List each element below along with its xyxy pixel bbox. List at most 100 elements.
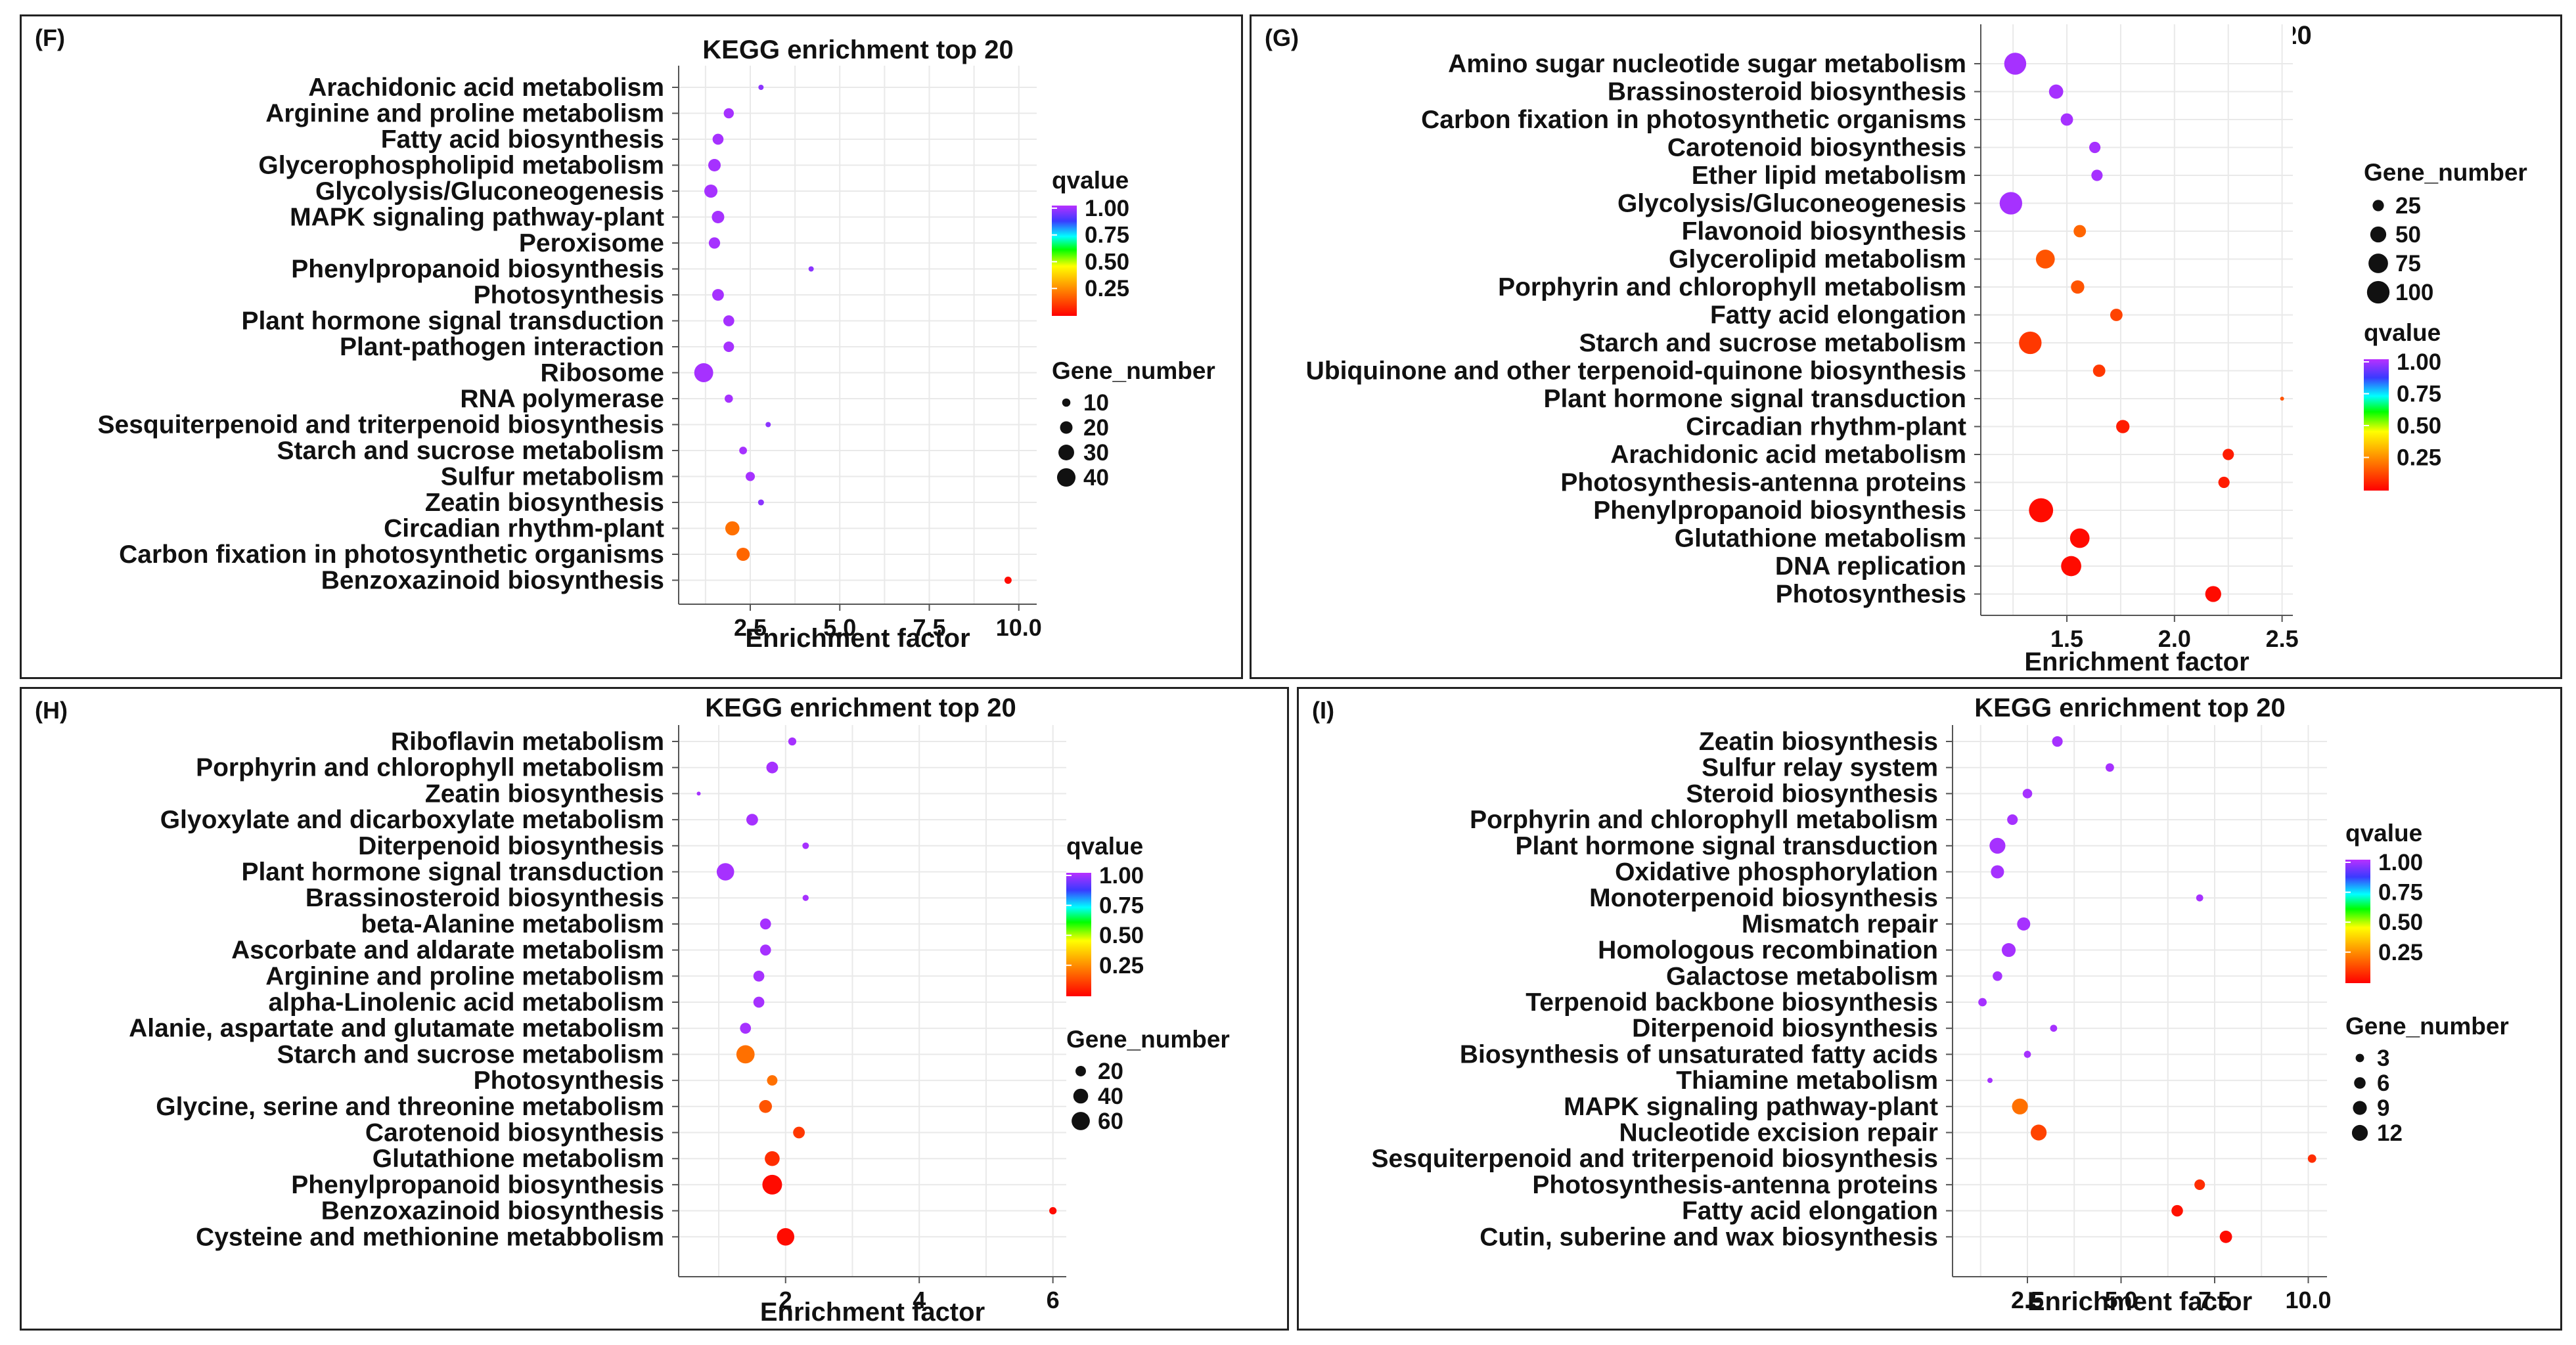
x-tick-label: 5.0 (2104, 1287, 2137, 1313)
x-axis-title: Enrichment factor (2024, 648, 2249, 676)
pathway-label: Glutathione metabolism (373, 1145, 664, 1173)
data-point (2116, 420, 2130, 433)
pathway-label: alpha-Linolenic acid metabolism (269, 988, 664, 1017)
chart-h: KEGG enrichment top 20 Riboflavin metabol… (129, 694, 1230, 1327)
data-point (759, 1100, 773, 1113)
x-tick-label: 2 (779, 1287, 792, 1313)
pathway-label: Zeatin biosynthesis (1699, 728, 1938, 756)
gene-number-legend-title: Gene_number (2364, 159, 2527, 186)
x-tick-label: 10.0 (2285, 1287, 2331, 1313)
qvalue-legend-title: qvalue (2364, 319, 2441, 346)
size-legend-dot (2355, 1053, 2364, 1063)
data-point (2017, 917, 2031, 931)
pathway-label: Biosynthesis of unsaturated fatty acids (1460, 1040, 1938, 1069)
data-point (2089, 141, 2101, 154)
data-point (2007, 814, 2018, 826)
pathway-label: Phenylpropanoid biosynthesis (291, 255, 664, 284)
qvalue-tick-label: 0.25 (1085, 276, 1129, 301)
pathway-label: Oxidative phosphorylation (1615, 858, 1938, 887)
pathway-label: Circadian rhythm-plant (384, 515, 664, 543)
pathway-label: Photosynthesis-antenna proteins (1532, 1171, 1938, 1199)
x-tick-label: 7.5 (913, 614, 945, 641)
size-legend-label: 3 (2377, 1046, 2389, 1071)
pathway-label: Arachidonic acid metabolism (308, 74, 664, 102)
data-point (2110, 309, 2123, 321)
size-legend-label: 6 (2377, 1070, 2389, 1096)
data-point (694, 363, 713, 382)
size-legend-label: 60 (1098, 1109, 1123, 1134)
data-point (2307, 1154, 2316, 1163)
qvalue-tick-label: 0.75 (1099, 893, 1144, 919)
plot-area (1981, 24, 2293, 615)
pathway-label: Starch and sucrose metabolism (277, 1040, 664, 1069)
pathway-label: Steroid biosynthesis (1686, 780, 1938, 808)
pathway-label: Photosynthesis (474, 1067, 664, 1095)
x-tick-label: 2.5 (734, 614, 767, 641)
data-point (777, 1228, 795, 1246)
data-point (2019, 331, 2042, 355)
qvalue-legend-title: qvalue (2345, 820, 2422, 847)
pathway-label: Zeatin biosynthesis (425, 489, 664, 517)
pathway-label: Photosynthesis (1776, 581, 1966, 609)
plot-area (1953, 725, 2327, 1277)
pathway-label: Fatty acid biosynthesis (381, 125, 664, 154)
data-point (1987, 1078, 1993, 1084)
pathway-label: Plant hormone signal transduction (241, 858, 664, 887)
data-point (745, 472, 756, 481)
pathway-label: Phenylpropanoid biosynthesis (1593, 496, 1966, 525)
qvalue-tick-label: 1.00 (2397, 349, 2441, 375)
pathway-label: RNA polymerase (460, 385, 664, 413)
pathway-label: Sulfur relay system (1702, 754, 1938, 782)
pathway-label: Glutathione metabolism (1675, 525, 1966, 553)
chart-title: KEGG enrichment top 20 (705, 694, 1016, 722)
data-point (2029, 498, 2054, 523)
size-legend-label: 100 (2395, 280, 2433, 305)
size-legend-label: 25 (2395, 193, 2421, 219)
pathway-label: MAPK signaling pathway-plant (1564, 1093, 1938, 1121)
pathway-label: Photosynthesis (474, 281, 664, 309)
data-point (696, 791, 701, 796)
data-point (746, 814, 758, 826)
pathway-label: Arachidonic acid metabolism (1610, 441, 1966, 469)
data-point (1049, 1207, 1057, 1215)
data-point (1004, 577, 1012, 584)
data-point (1989, 837, 2006, 854)
pathway-label: Plant hormone signal transduction (1543, 385, 1966, 413)
pathway-label: Carotenoid biosynthesis (365, 1119, 664, 1147)
data-point (802, 842, 809, 849)
pathway-label: MAPK signaling pathway-plant (290, 204, 664, 232)
pathway-label: Brassinosteroid biosynthesis (305, 884, 664, 912)
data-point (2071, 280, 2085, 294)
data-point (2012, 1098, 2028, 1114)
panel-f: (F) KEGG enrichment top 20 Arachidonic ac… (20, 14, 1243, 679)
data-point (2050, 1025, 2058, 1032)
size-legend-label: 30 (1083, 440, 1109, 466)
qvalue-tick-label: 1.00 (1085, 196, 1129, 221)
qvalue-tick-label: 0.50 (2397, 413, 2441, 439)
pathway-label: Porphyrin and chlorophyll metabolism (196, 754, 664, 782)
data-point (739, 447, 747, 454)
data-point (2196, 894, 2203, 902)
data-point (1999, 192, 2023, 215)
panel-i: (I) KEGG enrichment top 20 Zeatin biosynt… (1297, 687, 2562, 1331)
pathway-label: Zeatin biosynthesis (425, 780, 664, 808)
pathway-label: Terpenoid backbone biosynthesis (1525, 988, 1938, 1017)
qvalue-legend-title: qvalue (1052, 167, 1129, 194)
size-legend-label: 10 (1083, 390, 1109, 416)
size-legend-dot (1058, 445, 1074, 460)
gene-number-legend-title: Gene_number (1066, 1026, 1230, 1053)
x-tick-label: 1.5 (2050, 625, 2083, 652)
size-legend-dot (2351, 1124, 2368, 1141)
size-legend-label: 20 (1098, 1059, 1123, 1084)
data-point (723, 341, 734, 353)
pathway-label: Plant hormone signal transduction (241, 307, 664, 336)
panel-label: (I) (1312, 697, 1334, 724)
data-point (2073, 225, 2087, 238)
data-point (723, 315, 734, 326)
pathway-label: Flavonoid biosynthesis (1682, 217, 1966, 246)
pathway-label: Fatty acid elongation (1710, 301, 1966, 330)
pathway-label: beta-Alanine metabolism (361, 910, 664, 938)
x-tick-label: 10.0 (996, 614, 1042, 641)
pathway-label: Sesquiterpenoid and triterpenoid biosynt… (1372, 1145, 1938, 1173)
